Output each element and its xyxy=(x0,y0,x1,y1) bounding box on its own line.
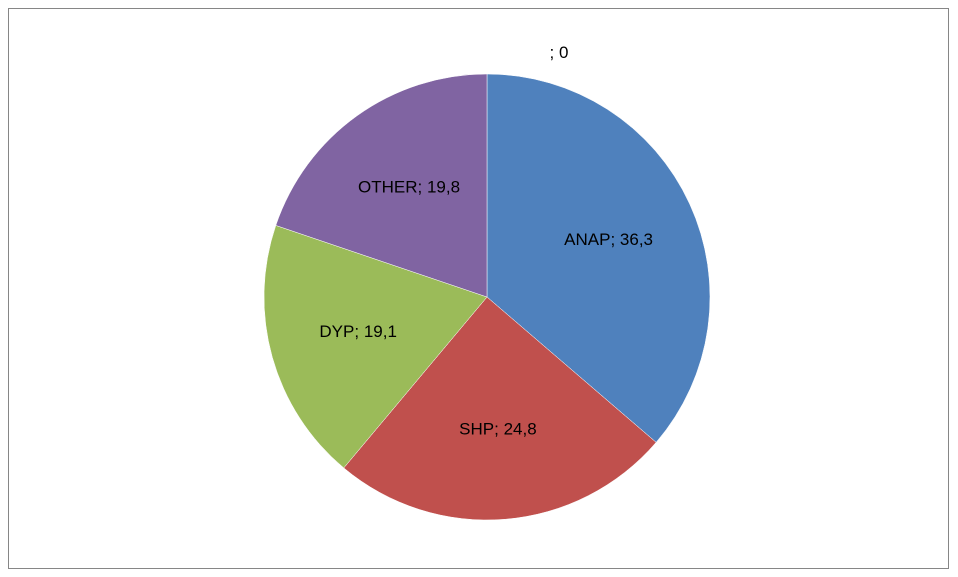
data-label-value: 0 xyxy=(559,43,568,62)
data-label-category: OTHER xyxy=(358,178,418,197)
data-label: DYP; 19,1 xyxy=(319,323,397,342)
pie-slice xyxy=(486,73,711,443)
data-label-separator: ; xyxy=(418,178,427,197)
data-label-separator: ; xyxy=(550,43,559,62)
pie-slice xyxy=(275,73,488,298)
data-label-separator: ; xyxy=(494,420,503,439)
data-label-separator: ; xyxy=(354,323,363,342)
data-label-value: 36,3 xyxy=(620,231,653,250)
data-label-value: 19,8 xyxy=(427,178,460,197)
data-label: ANAP; 36,3 xyxy=(564,231,653,250)
pie-slice xyxy=(343,296,657,521)
data-label: SHP; 24,8 xyxy=(459,420,537,439)
data-label-value: 24,8 xyxy=(504,420,537,439)
data-label: ; 0 xyxy=(550,43,569,62)
pie-slice xyxy=(263,225,488,469)
data-label-value: 19,1 xyxy=(364,323,397,342)
data-label-separator: ; xyxy=(610,231,619,250)
data-label-category: DYP xyxy=(319,323,354,342)
data-label-category: ANAP xyxy=(564,231,610,250)
data-label-category: SHP xyxy=(459,420,494,439)
data-label: OTHER; 19,8 xyxy=(358,178,460,197)
